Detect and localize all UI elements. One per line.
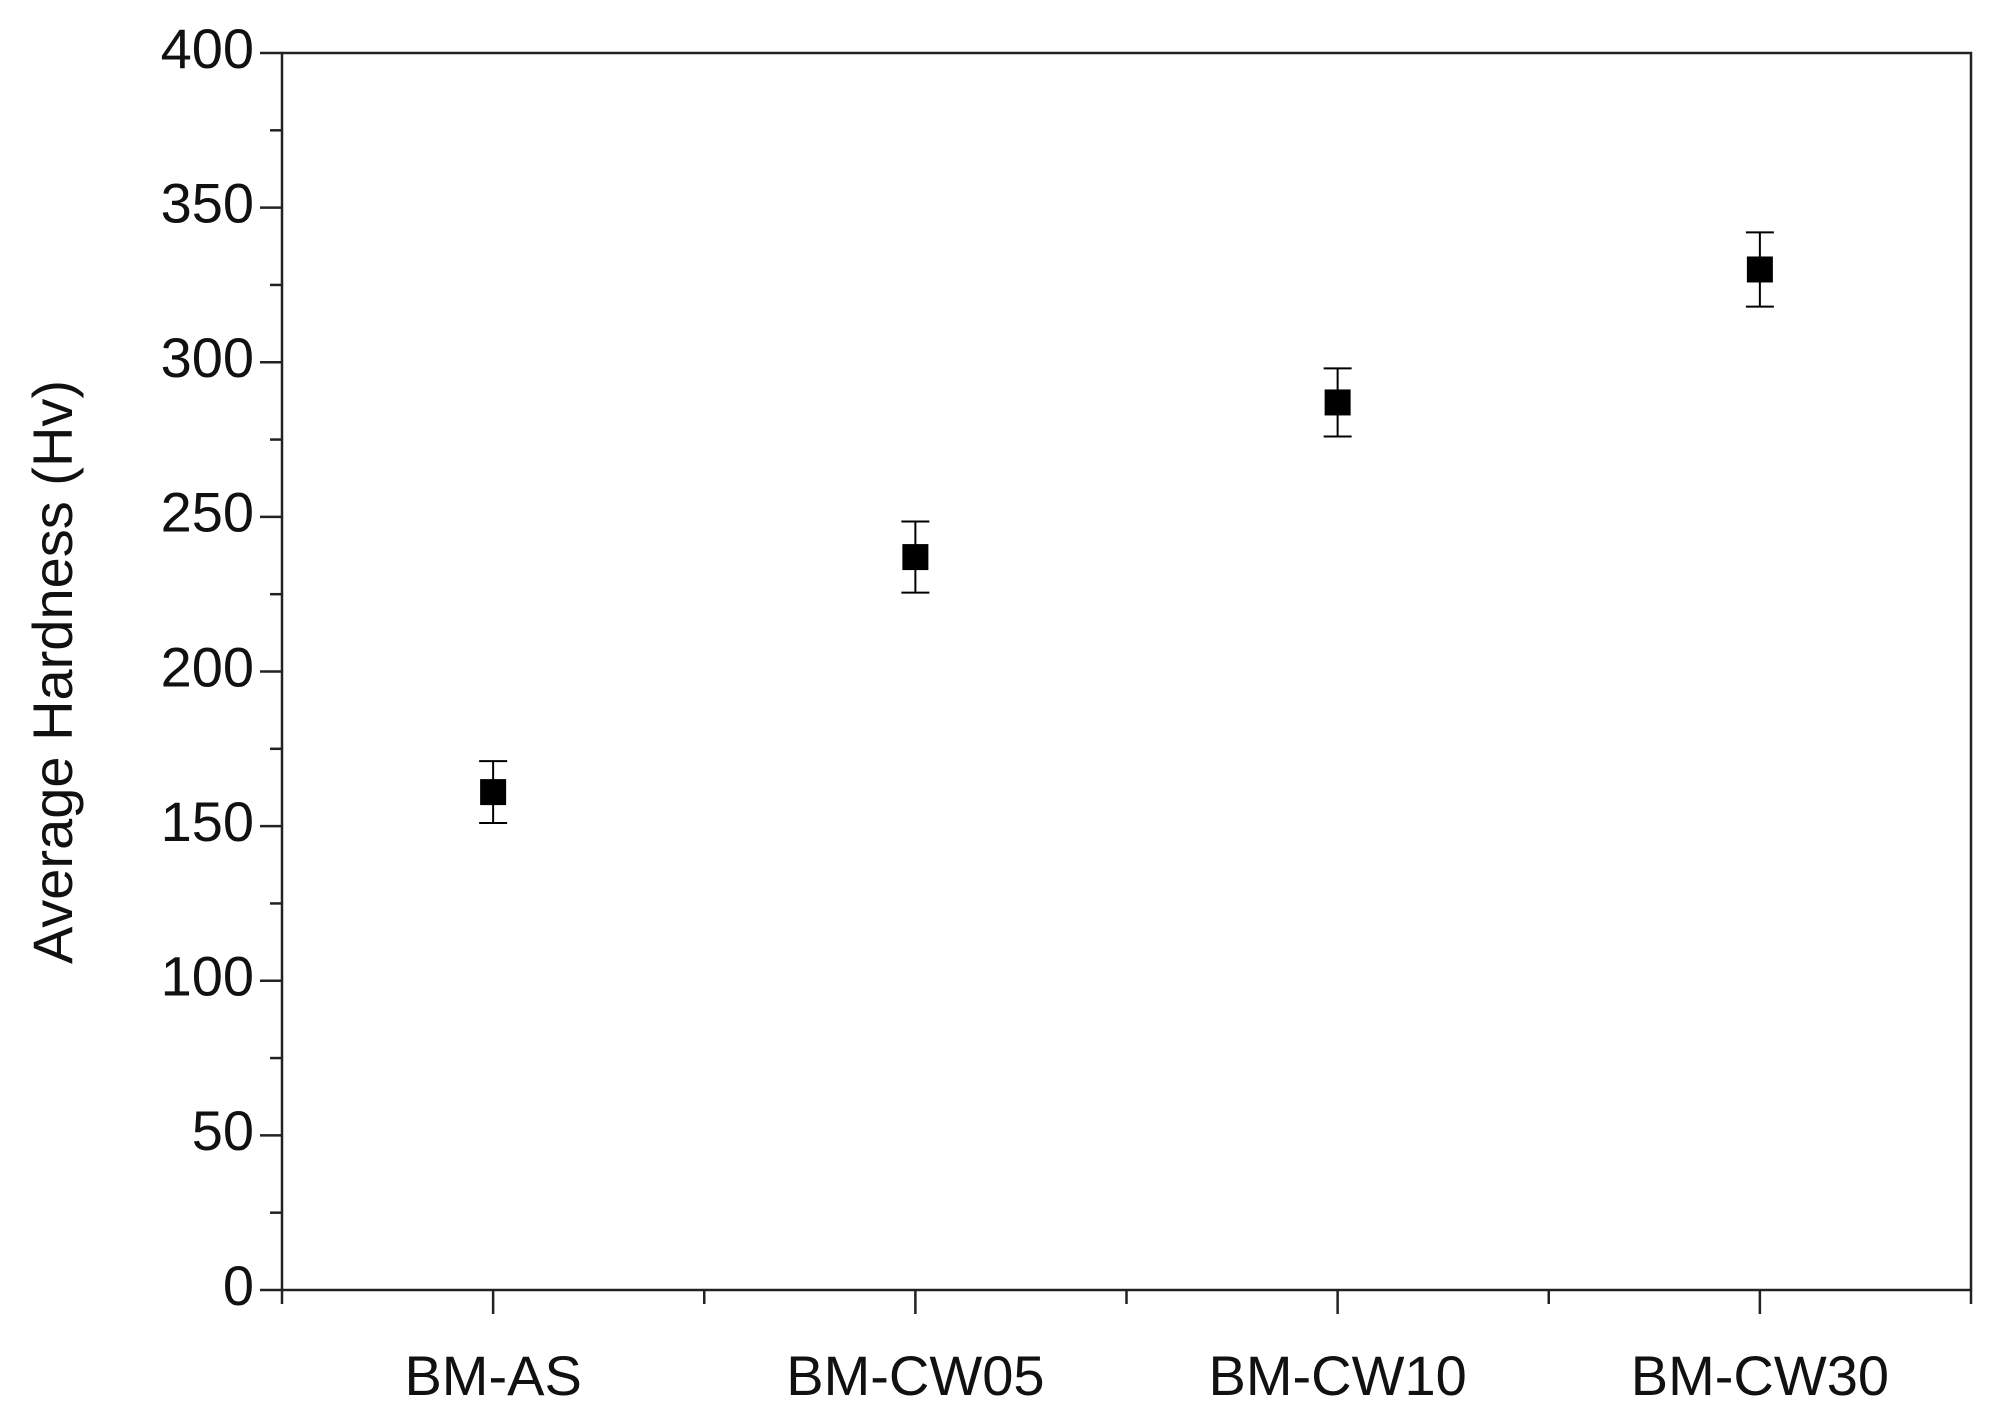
- marker: [1746, 256, 1773, 283]
- marker: [1324, 389, 1351, 416]
- y-tick-label: 50: [192, 1099, 254, 1162]
- x-tick-label: BM-CW05: [786, 1344, 1044, 1407]
- y-tick-label: 350: [161, 171, 254, 234]
- y-tick-label: 250: [161, 481, 254, 544]
- y-tick-label: 150: [161, 790, 254, 853]
- y-tick-label: 300: [161, 326, 254, 389]
- x-tick-label: BM-CW30: [1631, 1344, 1889, 1407]
- marker: [902, 544, 929, 571]
- marker: [480, 779, 507, 806]
- y-tick-label: 100: [161, 945, 254, 1008]
- plot-frame: [280, 51, 1973, 1292]
- y-tick-label: 400: [161, 17, 254, 80]
- y-tick-label: 0: [223, 1254, 254, 1317]
- y-axis-label: Average Hardness (Hv): [21, 380, 84, 964]
- y-tick-label: 200: [161, 635, 254, 698]
- x-tick-label: BM-AS: [404, 1344, 581, 1407]
- x-tick-label: BM-CW10: [1209, 1344, 1467, 1407]
